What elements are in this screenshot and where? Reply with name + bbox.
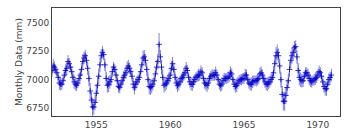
- svg-text:7500: 7500: [26, 18, 49, 28]
- svg-text:7250: 7250: [26, 46, 49, 56]
- svg-text:1960: 1960: [159, 120, 182, 130]
- svg-text:7000: 7000: [26, 75, 49, 85]
- svg-text:1970: 1970: [306, 120, 329, 130]
- svg-text:6750: 6750: [26, 103, 49, 113]
- svg-text:Monthly Data (mm): Monthly Data (mm): [14, 18, 24, 106]
- svg-text:1965: 1965: [233, 120, 256, 130]
- svg-text:1955: 1955: [85, 120, 108, 130]
